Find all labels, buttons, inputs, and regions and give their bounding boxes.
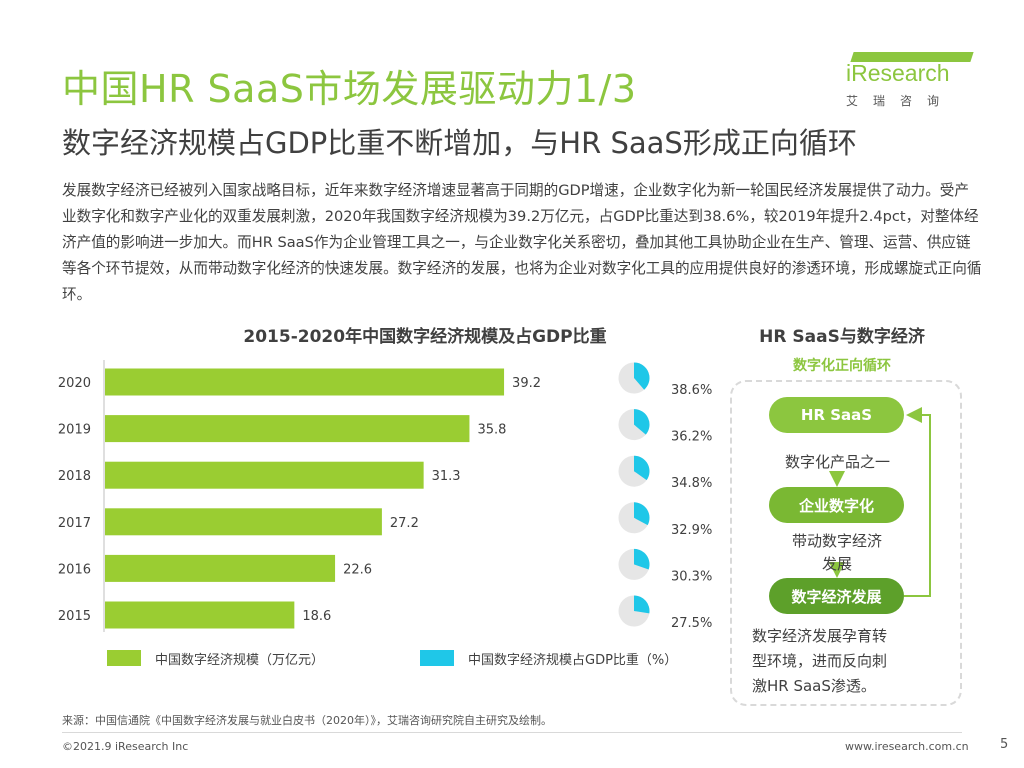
pie-pct-label: 38.6% [671,383,712,398]
cycle-text-3-line2: 型环境，进而反向刺 [752,652,888,670]
bar-value-label: 27.2 [390,516,419,531]
legend-swatch-bar [107,650,141,666]
bar-value-label: 35.8 [477,423,506,438]
pie-share-2019 [634,409,650,435]
bar-2016 [105,554,336,582]
y-tick-label: 2017 [58,516,91,531]
cycle-subtitle: 数字化正向循环 [793,358,891,374]
bar-2018 [105,461,424,489]
bar-value-label: 22.6 [343,562,372,577]
bar-value-label: 18.6 [302,609,331,624]
iresearch-logo: iResearch 艾瑞咨询 [846,52,976,114]
cycle-text-3: 数字经济发展孕育转 型环境，进而反向刺 激HR SaaS渗透。 [752,624,942,699]
pie-pct-label: 34.8% [671,476,712,491]
page-title: 中国HR SaaS市场发展驱动力1/3 [62,67,637,111]
pie-pct-label: 27.5% [671,616,712,631]
cycle-text-2-line1: 带动数字经济 [791,532,882,550]
y-tick-label: 2015 [58,609,91,624]
cycle-text-2: 带动数字经济 发展 [772,530,902,576]
pie-share-2016 [634,548,650,570]
bar-value-label: 39.2 [512,376,541,391]
logo-brand: iResearch [846,60,950,86]
legend-item-pie: 中国数字经济规模占GDP比重（%） [420,647,677,669]
cycle-panel [730,380,962,706]
source-note: 来源：中国信通院《中国数字经济发展与就业白皮书（2020年）》，艾瑞咨询研究院自… [62,714,552,727]
cycle-title: HR SaaS与数字经济 [759,327,925,347]
website-link[interactable]: www.iresearch.com.cn [845,740,969,753]
bar-value-label: 31.3 [432,469,461,484]
y-tick-label: 2018 [58,469,91,484]
pie-share-2018 [634,455,650,481]
node-hr-saas: HR SaaS [769,397,904,433]
cycle-text-2-line2: 发展 [821,555,852,573]
cycle-text-3-line3: 激HR SaaS渗透。 [752,677,876,695]
legend-item-bar: 中国数字经济规模（万亿元） [107,647,324,669]
pie-pct-label: 32.9% [671,523,712,538]
node-digital-economy: 数字经济发展 [769,578,904,614]
pie-share-2015 [634,595,650,614]
y-tick-label: 2016 [58,562,91,577]
pie-pct-label: 36.2% [671,430,712,445]
intro-paragraph: 发展数字经济已经被列入国家战略目标，近年来数字经济增速显著高于同期的GDP增速，… [62,182,982,303]
logo-subtitle: 艾瑞咨询 [846,94,955,108]
legend-label-pie: 中国数字经济规模占GDP比重（%） [468,652,678,668]
bar-2019 [105,415,470,443]
cycle-text-1: 数字化产品之一 [784,453,890,471]
bar-2015 [105,601,295,629]
copyright: ©2021.9 iResearch Inc [62,740,189,753]
y-tick-label: 2019 [58,423,91,438]
bar-pie-chart: 2020 39.2 38.6% 2019 35.8 36.2% 2018 31.3 34.8% 2… [58,360,712,632]
page-subtitle: 数字经济规模占GDP比重不断增加，与HR SaaS形成正向循环 [62,126,857,160]
pie-share-2020 [634,362,650,390]
pie-share-2017 [634,502,650,526]
chart-title: 2015-2020年中国数字经济规模及占GDP比重 [243,327,607,347]
pie-pct-label: 30.3% [671,569,712,584]
node-enterprise-digitalization: 企业数字化 [769,487,904,523]
legend-swatch-pie [420,650,454,666]
cycle-text-3-line1: 数字经济发展孕育转 [752,627,888,645]
footer-divider [62,732,962,733]
y-tick-label: 2020 [58,376,91,391]
page-number: 5 [1000,737,1009,752]
bar-2020 [105,368,505,396]
legend-label-bar: 中国数字经济规模（万亿元） [155,652,325,668]
bar-2017 [105,508,382,536]
